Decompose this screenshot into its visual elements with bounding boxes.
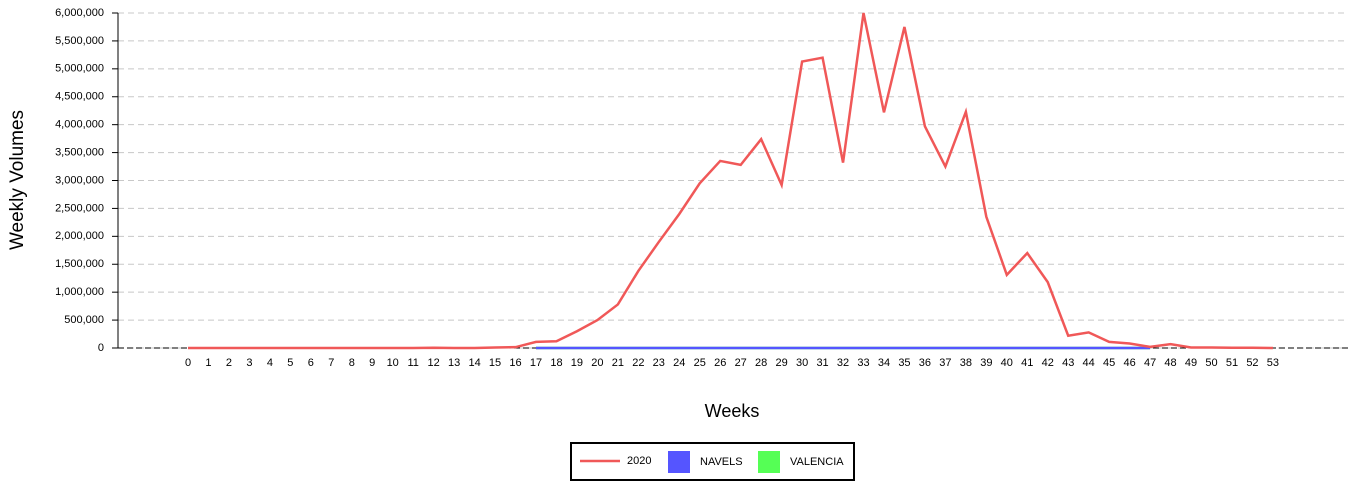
x-tick-label: 39: [980, 357, 992, 369]
x-tick-label: 6: [308, 357, 314, 369]
x-tick-label: 49: [1185, 357, 1197, 369]
x-tick-label: 33: [857, 357, 869, 369]
x-tick-label: 10: [387, 357, 399, 369]
legend-label: 2020: [627, 455, 651, 467]
x-tick-label: 52: [1246, 357, 1258, 369]
x-tick-label: 27: [735, 357, 747, 369]
series-line: [188, 12, 1273, 350]
y-tick-label: 500,000: [64, 314, 104, 326]
x-tick-label: 22: [632, 357, 644, 369]
y-tick-label: 3,000,000: [55, 174, 104, 186]
x-tick-label: 34: [878, 357, 890, 369]
x-tick-label: 47: [1144, 357, 1156, 369]
x-tick-label: 19: [571, 357, 583, 369]
x-tick-label: 3: [246, 357, 252, 369]
x-tick-label: 20: [591, 357, 603, 369]
x-tick-label: 9: [369, 357, 375, 369]
x-tick-label: 44: [1083, 357, 1095, 369]
legend-marker: [758, 451, 780, 473]
x-tick-label: 23: [653, 357, 665, 369]
x-tick-label: 15: [489, 357, 501, 369]
x-tick-label: 8: [349, 357, 355, 369]
x-tick-label: 26: [714, 357, 726, 369]
x-tick-label: 2: [226, 357, 232, 369]
y-tick-label: 1,500,000: [55, 258, 104, 270]
x-tick-label: 17: [530, 357, 542, 369]
legend-marker: [668, 451, 690, 473]
x-tick-label: 13: [448, 357, 460, 369]
x-tick-label: 31: [816, 357, 828, 369]
x-tick-label: 28: [755, 357, 767, 369]
y-tick-label: 1,000,000: [55, 286, 104, 298]
x-tick-label: 41: [1021, 357, 1033, 369]
x-tick-label: 48: [1164, 357, 1176, 369]
x-tick-label: 38: [960, 357, 972, 369]
x-tick-label: 25: [694, 357, 706, 369]
x-tick-label: 50: [1205, 357, 1217, 369]
x-tick-label: 40: [1001, 357, 1013, 369]
x-tick-label: 32: [837, 357, 849, 369]
x-tick-label: 0: [185, 357, 191, 369]
x-tick-label: 36: [919, 357, 931, 369]
x-tick-label: 46: [1123, 357, 1135, 369]
y-tick-label: 2,500,000: [55, 202, 104, 214]
x-tick-label: 14: [468, 357, 480, 369]
x-tick-label: 37: [939, 357, 951, 369]
y-tick-label: 4,000,000: [55, 119, 104, 131]
y-tick-label: 5,000,000: [55, 63, 104, 75]
y-tick-label: 6,000,000: [55, 7, 104, 19]
y-tick-label: 2,000,000: [55, 230, 104, 242]
y-tick-label: 5,500,000: [55, 35, 104, 47]
x-tick-label: 45: [1103, 357, 1115, 369]
x-tick-label: 5: [287, 357, 293, 369]
x-axis-label: Weeks: [705, 401, 760, 421]
y-tick-label: 0: [98, 342, 104, 354]
x-tick-label: 42: [1042, 357, 1054, 369]
x-tick-label: 43: [1062, 357, 1074, 369]
y-tick-label: 3,500,000: [55, 146, 104, 158]
x-tick-label: 21: [612, 357, 624, 369]
x-tick-label: 11: [407, 357, 418, 369]
x-tick-label: 35: [898, 357, 910, 369]
x-tick-label: 53: [1267, 357, 1279, 369]
legend-label: NAVELS: [700, 456, 743, 468]
x-tick-label: 29: [776, 357, 788, 369]
x-tick-label: 7: [328, 357, 334, 369]
x-tick-label: 24: [673, 357, 685, 369]
x-tick-label: 4: [267, 357, 273, 369]
x-tick-label: 12: [428, 357, 440, 369]
x-tick-label: 30: [796, 357, 808, 369]
legend-label: VALENCIA: [790, 456, 844, 468]
x-tick-label: 18: [550, 357, 562, 369]
y-tick-label: 4,500,000: [55, 91, 104, 103]
y-axis-label: Weekly Volumes: [7, 110, 28, 250]
x-tick-label: 51: [1226, 357, 1238, 369]
x-tick-label: 1: [205, 357, 211, 369]
x-tick-label: 16: [509, 357, 521, 369]
